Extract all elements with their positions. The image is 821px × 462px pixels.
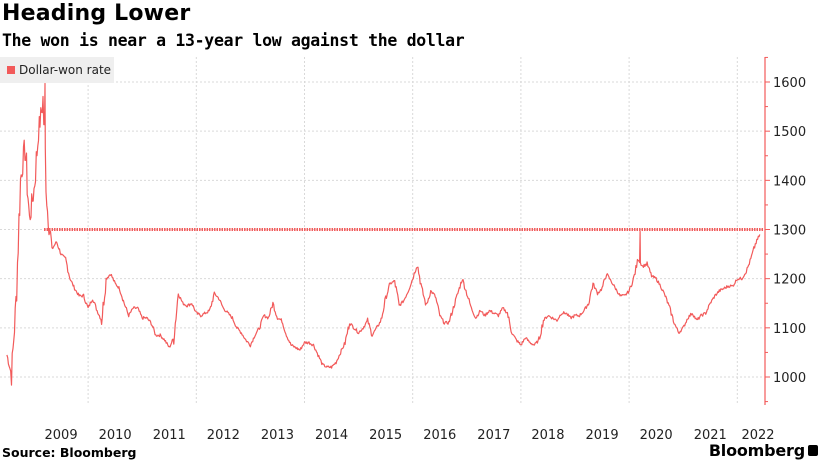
y-tick-label: 1500 <box>773 125 806 140</box>
y-tick-label: 1100 <box>773 322 806 337</box>
y-tick-label: 1300 <box>773 224 806 239</box>
x-axis: 2009 2010 2011 2012 2013 2014 2015 2016 2017 2018… <box>45 428 775 443</box>
x-tick-label: 2015 <box>369 428 402 443</box>
x-tick-label: 2013 <box>261 428 294 443</box>
y-tick-label: 1400 <box>773 174 806 189</box>
x-tick-label: 2018 <box>531 428 564 443</box>
brand-logo: Bloomberg <box>708 441 805 460</box>
x-tick-label: 2019 <box>586 428 619 443</box>
gridlines <box>0 57 764 405</box>
legend-swatch <box>7 66 15 74</box>
x-tick-label: 2021 <box>694 428 727 443</box>
bloomberg-terminal-icon <box>808 445 818 456</box>
x-tick-label: 2022 <box>741 428 774 443</box>
x-tick-label: 2016 <box>423 428 456 443</box>
x-tick-label: 2020 <box>640 428 673 443</box>
x-tick-label: 2014 <box>315 428 348 443</box>
chart-subtitle: The won is near a 13-year low against th… <box>2 31 465 50</box>
y-tick-label: 1200 <box>773 273 806 288</box>
legend-label: Dollar-won rate <box>19 63 112 77</box>
chart-title: Heading Lower <box>2 1 191 26</box>
x-tick-label: 2012 <box>207 428 240 443</box>
series-line-dollar-won <box>6 82 761 386</box>
x-tick-label: 2017 <box>477 428 510 443</box>
y-tick-label: 1600 <box>773 76 806 91</box>
x-tick-label: 2009 <box>45 428 78 443</box>
legend: Dollar-won rate <box>0 57 114 83</box>
source-note: Source: Bloomberg <box>2 445 137 460</box>
y-axis: 1000 1100 1200 1300 1400 1500 1600 <box>764 56 806 405</box>
y-tick-label: 1000 <box>773 371 806 386</box>
x-tick-label: 2011 <box>153 428 186 443</box>
x-tick-label: 2010 <box>99 428 132 443</box>
series-layer <box>6 82 761 386</box>
